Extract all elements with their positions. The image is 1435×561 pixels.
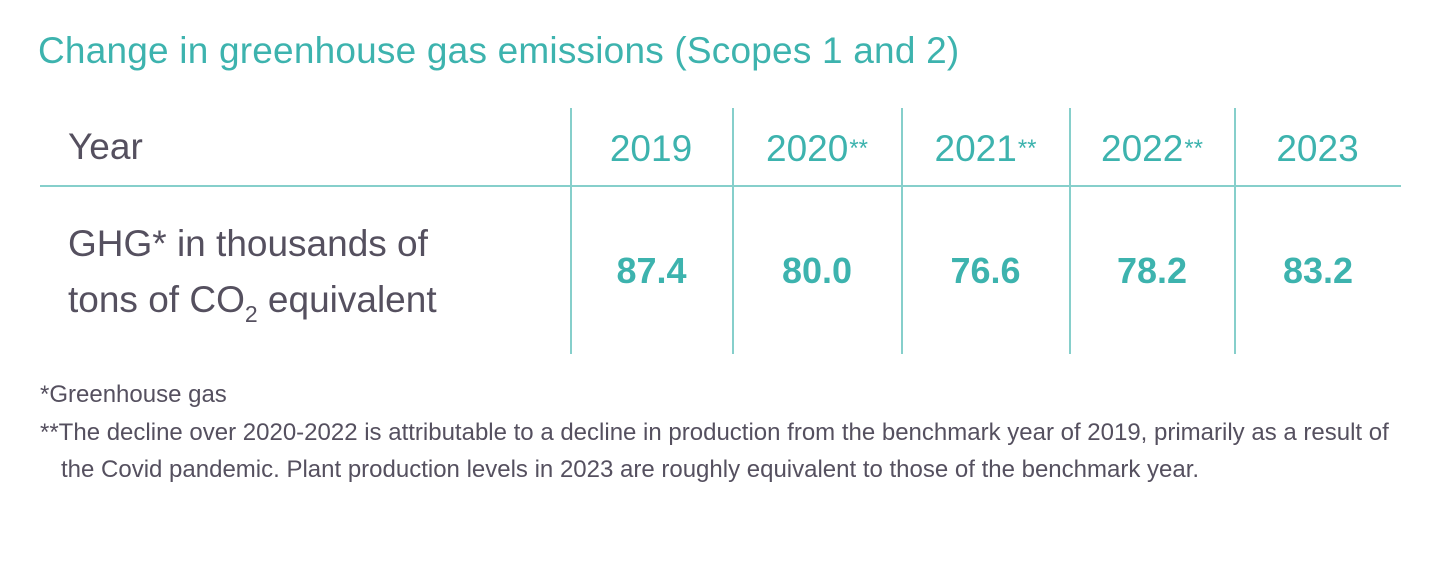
value-2023: 83.2: [1282, 249, 1354, 291]
header-divider: [40, 185, 1401, 187]
footnote-decline: **The decline over 2020-2022 is attribut…: [40, 418, 1389, 484]
value-2021: 76.6: [950, 249, 1021, 291]
year-text: 2019: [609, 128, 693, 169]
year-header-2022: 2022 **: [1070, 108, 1234, 190]
row-label-line2-suffix: equivalent: [257, 279, 437, 320]
column-divider: [1069, 108, 1071, 354]
year-text: 2023: [1276, 128, 1359, 169]
header-label-year: Year: [68, 125, 143, 167]
year-text: 2020: [766, 128, 849, 169]
value-2020: 80.0: [781, 249, 853, 291]
footnote-greenhouse-gas: *Greenhouse gas: [40, 381, 227, 408]
row-label-line2: tons of CO2 equivalent: [68, 272, 548, 342]
emissions-table: Year 2019 2020 ** 2021 ** 2022 ** 2023 GHG*…: [40, 108, 1401, 354]
year-footnote-mark: **: [849, 135, 868, 162]
value-2022: 78.2: [1116, 249, 1188, 291]
column-divider: [901, 108, 903, 354]
year-header-2021: 2021 **: [902, 108, 1069, 190]
row-label-line1: GHG* in thousands of: [68, 223, 428, 264]
year-footnote-mark: **: [1184, 135, 1203, 162]
column-divider: [1234, 108, 1236, 354]
footnotes: *Greenhouse gas **The decline over 2020-…: [40, 376, 1400, 489]
year-header-2020: 2020 **: [733, 108, 901, 190]
row-label-ghg: GHG* in thousands of tons of CO2 equival…: [68, 216, 548, 342]
co2-subscript: 2: [244, 301, 258, 327]
year-text: 2021: [934, 128, 1017, 169]
page-title: Change in greenhouse gas emissions (Scop…: [38, 30, 960, 71]
column-divider: [570, 108, 572, 354]
year-header-2019: 2019: [571, 108, 732, 190]
column-divider: [732, 108, 734, 354]
year-text: 2022: [1101, 128, 1184, 169]
row-label-line2-text: tons of CO: [68, 279, 245, 320]
value-2019: 87.4: [616, 249, 687, 291]
year-footnote-mark: **: [1017, 135, 1037, 162]
year-header-2023: 2023: [1235, 108, 1401, 190]
